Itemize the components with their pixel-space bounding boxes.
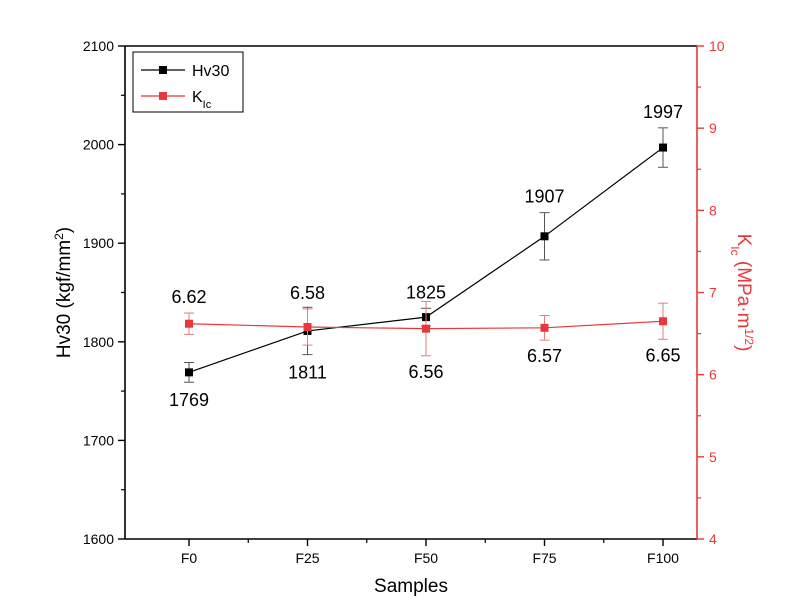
legend-box (132, 51, 244, 113)
right-y-tick-label: 6 (709, 367, 717, 383)
right-y-axis-title-main: K (733, 234, 754, 247)
right-y-tick-label: 10 (709, 38, 725, 54)
left-y-tick-label: 1600 (83, 531, 114, 547)
legend-label-kic-main: K (192, 89, 203, 106)
data-label-kic: 6.56 (408, 362, 443, 382)
series-layer (184, 127, 668, 383)
data-point (422, 324, 430, 333)
data-point (185, 368, 193, 377)
right-y-tick-label: 9 (709, 120, 717, 136)
data-label-kic: 6.65 (645, 345, 680, 365)
data-point (303, 323, 312, 332)
data-label-kic: 6.58 (290, 283, 325, 303)
left-y-tick-label: 1700 (83, 432, 114, 448)
left-y-tick-label: 1800 (83, 334, 114, 350)
data-point (540, 323, 549, 332)
right-y-tick-label: 8 (709, 202, 717, 218)
legend-marker-kic (159, 92, 167, 100)
right-y-tick-label: 5 (709, 449, 717, 465)
right-y-axis-title: KIc (MPa·m1/2) (728, 234, 756, 352)
right-y-axis-title-end: ) (733, 345, 754, 351)
left-y-ticks: 1600 1700 1800 1900 2000 2100 (83, 38, 125, 547)
data-point (185, 319, 193, 328)
left-y-axis-title: Hv30 (kgf/mm2) (52, 227, 75, 358)
x-tick-label: F100 (647, 550, 679, 566)
x-tick-label: F50 (414, 550, 438, 566)
right-y-tick-label: 4 (709, 531, 717, 547)
right-y-tick-label: 7 (709, 285, 717, 301)
legend-label-kic-sub: Ic (203, 99, 212, 111)
legend-label-hv30: Hv30 (192, 63, 229, 80)
right-y-ticks: 4 5 6 7 8 9 10 (697, 38, 725, 547)
data-label-hv30: 1825 (406, 282, 446, 302)
legend-marker-hv30 (159, 66, 167, 74)
x-tick-label: F75 (532, 550, 556, 566)
right-y-axis-title-mid: (MPa·m (733, 256, 754, 329)
data-labels-layer: 1769 1811 1825 1907 1997 6.62 6.58 6.56 6.57 6.65 (169, 102, 683, 410)
left-y-axis-title-sup: 2 (52, 233, 66, 240)
right-y-axis-title-sup: 1/2 (742, 328, 756, 345)
left-y-tick-label: 1900 (83, 235, 114, 251)
x-ticks: F0 F25 F50 F75 F100 (181, 539, 679, 566)
data-label-kic: 6.62 (171, 287, 206, 307)
data-label-hv30: 1811 (288, 363, 327, 383)
x-axis-title: Samples (374, 576, 448, 597)
left-y-tick-label: 2100 (83, 38, 114, 54)
x-tick-label: F0 (181, 550, 198, 566)
data-point (659, 143, 667, 152)
data-label-hv30: 1907 (524, 187, 564, 207)
legend-label-kic: KIc (192, 89, 212, 111)
left-y-axis-title-end: ) (54, 227, 75, 233)
data-label-hv30: 1769 (169, 390, 209, 410)
data-point (659, 317, 667, 326)
right-y-axis-title-sub: Ic (728, 246, 742, 255)
data-label-hv30: 1997 (643, 102, 683, 122)
data-point (540, 232, 549, 241)
legend: Hv30 KIc (132, 51, 244, 113)
x-tick-label: F25 (295, 550, 319, 566)
left-y-tick-label: 2000 (83, 137, 114, 153)
left-y-axis-title-main: Hv30 (kgf/mm (54, 240, 75, 358)
data-label-kic: 6.57 (527, 346, 562, 366)
